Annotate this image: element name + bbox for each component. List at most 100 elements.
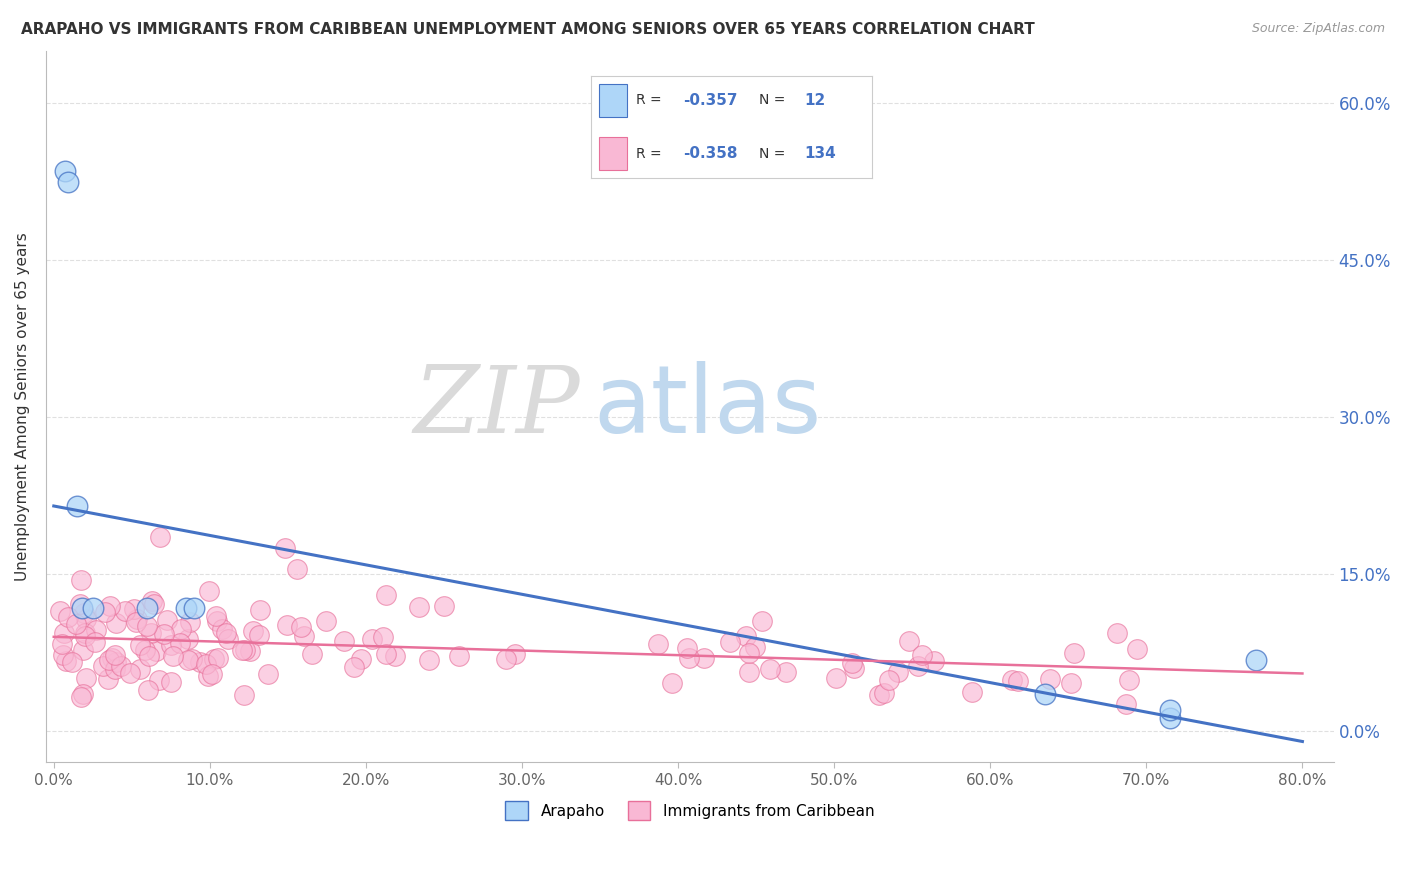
- Point: [104, 615, 127, 630]
- Point: [408, 600, 430, 615]
- Point: [129, 638, 152, 652]
- Point: [239, 643, 262, 657]
- Point: [138, 649, 160, 664]
- Point: [127, 612, 149, 626]
- Point: [1063, 647, 1085, 661]
- Point: [350, 652, 373, 666]
- Text: 12: 12: [804, 93, 825, 108]
- Point: [136, 619, 159, 633]
- Point: [693, 651, 716, 665]
- Point: [179, 615, 201, 629]
- Point: [197, 584, 219, 599]
- Point: [211, 623, 233, 637]
- Point: [315, 614, 337, 628]
- Bar: [599, 84, 627, 117]
- Point: [738, 646, 761, 660]
- Point: [647, 637, 669, 651]
- Point: [735, 629, 758, 643]
- Point: [136, 600, 159, 615]
- Point: [373, 630, 395, 644]
- Point: [1007, 673, 1029, 688]
- Point: [910, 648, 932, 663]
- Point: [887, 665, 910, 679]
- Point: [128, 662, 150, 676]
- Point: [1039, 673, 1062, 687]
- Point: [744, 640, 766, 654]
- Point: [751, 615, 773, 629]
- Point: [432, 599, 454, 614]
- Point: [176, 600, 198, 615]
- Point: [842, 661, 865, 675]
- Point: [104, 648, 127, 662]
- Point: [53, 164, 76, 178]
- Point: [374, 647, 396, 661]
- Point: [55, 654, 77, 668]
- Point: [170, 622, 193, 636]
- Point: [72, 643, 94, 657]
- Point: [56, 174, 79, 188]
- Point: [247, 628, 270, 642]
- Point: [197, 669, 219, 683]
- Point: [52, 648, 75, 663]
- Point: [204, 609, 226, 624]
- Point: [285, 562, 308, 576]
- Point: [75, 625, 97, 640]
- Point: [91, 659, 114, 673]
- Point: [233, 688, 256, 702]
- Point: [195, 657, 218, 671]
- Point: [231, 642, 253, 657]
- Point: [177, 653, 200, 667]
- Point: [120, 665, 142, 680]
- Point: [343, 660, 366, 674]
- Point: [1159, 703, 1181, 717]
- Point: [141, 626, 163, 640]
- Point: [384, 648, 406, 663]
- Point: [73, 606, 96, 620]
- Point: [60, 655, 83, 669]
- Point: [136, 683, 159, 698]
- Point: [176, 632, 198, 647]
- Point: [897, 634, 920, 648]
- Point: [960, 685, 983, 699]
- Point: [160, 675, 183, 690]
- Point: [333, 633, 356, 648]
- Point: [718, 634, 741, 648]
- Text: R =: R =: [636, 147, 665, 161]
- Point: [84, 634, 107, 648]
- Point: [301, 647, 323, 661]
- Point: [142, 597, 165, 611]
- Text: -0.357: -0.357: [683, 93, 738, 108]
- Point: [675, 641, 697, 656]
- Point: [661, 676, 683, 690]
- Y-axis label: Unemployment Among Seniors over 65 years: Unemployment Among Seniors over 65 years: [15, 232, 30, 581]
- Point: [125, 615, 148, 629]
- Legend: Arapaho, Immigrants from Caribbean: Arapaho, Immigrants from Caribbean: [499, 795, 880, 826]
- Point: [447, 648, 470, 663]
- Point: [82, 600, 104, 615]
- Point: [104, 662, 127, 676]
- Point: [495, 651, 517, 665]
- Point: [51, 637, 73, 651]
- Text: ZIP: ZIP: [413, 361, 581, 451]
- Point: [69, 690, 91, 705]
- Point: [276, 618, 298, 632]
- Bar: [599, 137, 627, 170]
- Point: [141, 594, 163, 608]
- Point: [98, 599, 121, 613]
- Point: [868, 688, 890, 702]
- Point: [162, 648, 184, 663]
- Point: [1105, 625, 1128, 640]
- Point: [1118, 673, 1140, 687]
- Point: [149, 530, 172, 544]
- Point: [775, 665, 797, 679]
- Point: [58, 610, 80, 624]
- Point: [273, 541, 295, 555]
- Point: [153, 627, 176, 641]
- Point: [242, 624, 264, 639]
- Text: ARAPAHO VS IMMIGRANTS FROM CARIBBEAN UNEMPLOYMENT AMONG SENIORS OVER 65 YEARS CO: ARAPAHO VS IMMIGRANTS FROM CARIBBEAN UNE…: [21, 22, 1035, 37]
- Point: [84, 623, 107, 637]
- Point: [160, 638, 183, 652]
- Point: [841, 656, 863, 670]
- Point: [114, 604, 136, 618]
- Point: [134, 642, 156, 657]
